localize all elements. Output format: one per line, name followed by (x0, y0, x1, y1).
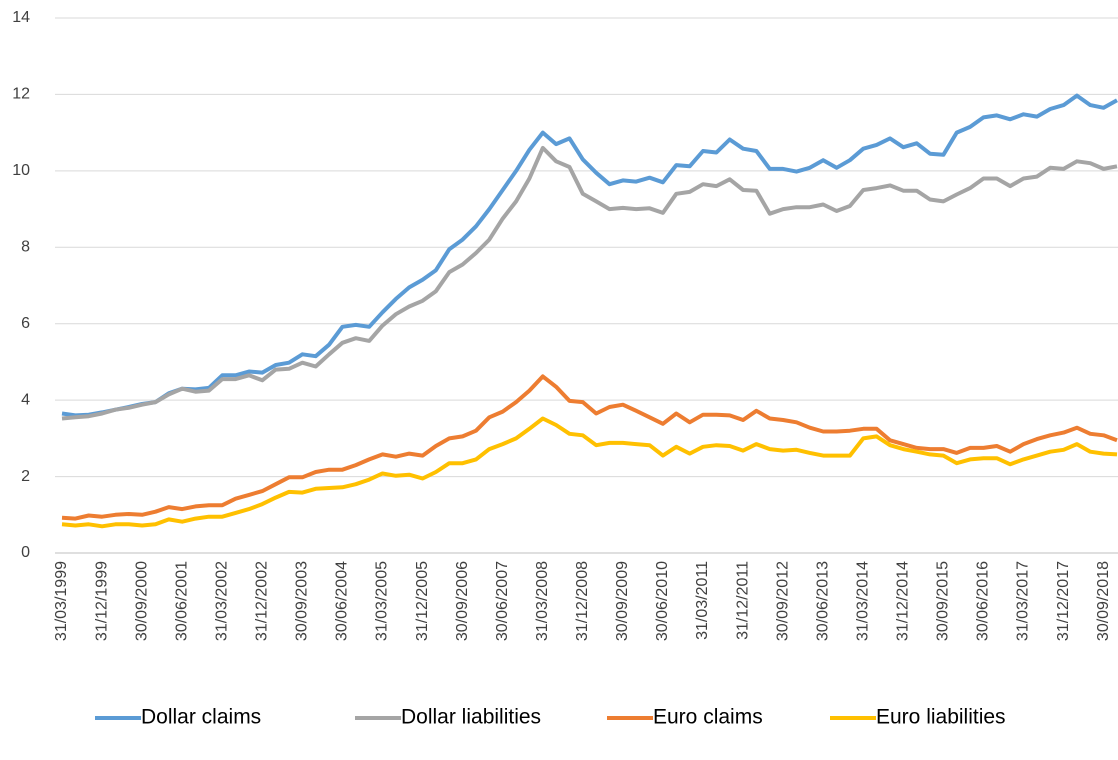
x-tick-label: 30/09/2009 (614, 561, 631, 641)
x-tick-label: 31/12/2014 (895, 561, 912, 641)
series-line (61, 145, 1118, 421)
x-tick-label: 31/12/2011 (734, 561, 751, 640)
x-tick-label: 31/03/1999 (53, 561, 70, 641)
y-tick-label: 6 (21, 315, 30, 332)
x-tick-label: 31/03/2002 (213, 561, 230, 641)
x-tick-label: 31/12/2002 (254, 561, 271, 641)
legend-text: Euro claims (653, 706, 763, 729)
y-tick-label: 14 (12, 9, 30, 26)
y-tick-label: 4 (21, 391, 30, 408)
x-tick-label: 30/09/2003 (294, 561, 311, 641)
x-tick-label: 31/12/2008 (574, 561, 591, 641)
x-tick-label: 30/09/2012 (774, 561, 791, 641)
y-tick-label: 0 (21, 544, 30, 561)
x-tick-label: 30/06/2001 (173, 561, 190, 641)
legend-text: Euro liabilities (876, 706, 1006, 729)
y-tick-label: 12 (12, 86, 30, 103)
legend-text: Dollar claims (141, 706, 261, 729)
x-tick-label: 31/03/2014 (854, 561, 871, 641)
x-tick-label: 31/12/1999 (93, 561, 110, 641)
x-tick-label: 31/12/2017 (1055, 561, 1072, 641)
x-tick-label: 31/03/2011 (694, 561, 711, 640)
series-line (61, 93, 1118, 418)
y-tick-label: 10 (12, 162, 30, 179)
x-tick-label: 30/06/2004 (334, 561, 351, 641)
x-tick-label: 31/03/2005 (374, 561, 391, 641)
x-tick-label: 30/06/2016 (975, 561, 992, 641)
x-tick-label: 30/09/2015 (935, 561, 952, 641)
y-tick-label: 8 (21, 239, 30, 256)
series-line (61, 416, 1118, 529)
x-tick-label: 30/09/2006 (454, 561, 471, 641)
series-line (61, 374, 1118, 521)
x-tick-label: 30/06/2007 (494, 561, 511, 641)
x-tick-label: 30/06/2010 (654, 561, 671, 641)
legend-text: Dollar liabilities (401, 706, 541, 729)
x-tick-label: 30/09/2000 (133, 561, 150, 641)
x-tick-label: 31/03/2008 (534, 561, 551, 641)
x-tick-label: 30/06/2013 (814, 561, 831, 641)
y-tick-label: 2 (21, 468, 30, 485)
x-tick-label: 30/09/2018 (1095, 561, 1112, 641)
x-tick-label: 31/03/2017 (1015, 561, 1032, 641)
x-tick-label: 31/12/2005 (414, 561, 431, 641)
